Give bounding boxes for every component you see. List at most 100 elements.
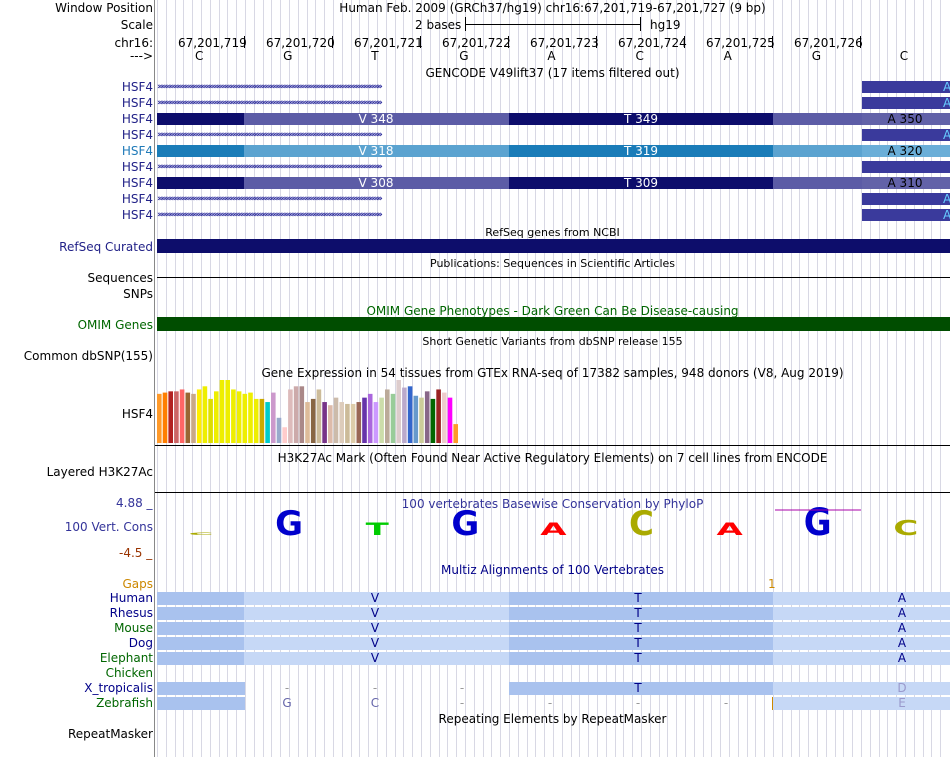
gtex-tissue-bar[interactable] xyxy=(276,417,282,443)
gtex-tissue-bar[interactable] xyxy=(367,393,373,443)
alignment-block[interactable] xyxy=(509,652,773,665)
gencode-transcript[interactable]: ››››››››››››››››››››››››››››››››››››››››… xyxy=(157,81,950,93)
gtex-tissue-bar[interactable] xyxy=(413,395,419,443)
gtex-tissue-bar[interactable] xyxy=(436,389,441,443)
alignment-block[interactable] xyxy=(244,607,509,620)
alignment-block[interactable] xyxy=(773,622,950,635)
gencode-transcript[interactable]: ››››››››››››››››››››››››››››››››››››››››… xyxy=(157,193,950,205)
omim-gene-bar[interactable] xyxy=(157,317,950,331)
alignment-block[interactable] xyxy=(509,622,773,635)
gtex-tissue-bar[interactable] xyxy=(322,402,327,443)
codon-block[interactable] xyxy=(773,113,862,125)
gtex-tissue-bar[interactable] xyxy=(345,403,350,443)
alignment-block[interactable] xyxy=(509,592,773,605)
gtex-tissue-bar[interactable] xyxy=(236,391,242,443)
codon-block[interactable] xyxy=(157,113,244,125)
gtex-tissue-bar[interactable] xyxy=(305,402,310,443)
alignment-block[interactable] xyxy=(773,637,950,650)
alignment-block[interactable] xyxy=(509,607,773,620)
gtex-tissue-bar[interactable] xyxy=(453,424,458,443)
gtex-tissue-bar[interactable] xyxy=(293,386,299,443)
gencode-row-label[interactable]: HSF4 xyxy=(121,96,153,110)
gencode-row-label[interactable]: HSF4 xyxy=(121,144,153,158)
omim-label[interactable]: OMIM Genes xyxy=(77,318,153,332)
gtex-tissue-bar[interactable] xyxy=(191,393,196,443)
gtex-tissue-bar[interactable] xyxy=(208,398,213,443)
gencode-transcript[interactable]: ››››››››››››››››››››››››››››››››››››››››… xyxy=(157,209,950,221)
gtex-tissue-bar[interactable] xyxy=(259,398,265,443)
exon-block[interactable] xyxy=(862,129,950,141)
gtex-tissue-bar[interactable] xyxy=(356,402,362,443)
exon-block[interactable] xyxy=(862,161,950,173)
gencode-row-label[interactable]: HSF4 xyxy=(121,112,153,126)
gtex-tissue-bar[interactable] xyxy=(390,393,396,443)
gtex-title[interactable]: Gene Expression in 54 tissues from GTEx … xyxy=(261,366,844,380)
alignment-block[interactable] xyxy=(157,652,244,665)
h3k27ac-title[interactable]: H3K27Ac Mark (Often Found Near Active Re… xyxy=(277,451,828,465)
snps-label[interactable]: SNPs xyxy=(123,287,153,301)
refseq-gene-bar[interactable] xyxy=(157,239,950,253)
gtex-tissue-bar[interactable] xyxy=(447,397,453,443)
gtex-tissue-bar[interactable] xyxy=(162,392,168,443)
gtex-tissue-bar[interactable] xyxy=(288,389,293,443)
multiz-species-label[interactable]: Mouse xyxy=(114,621,153,635)
publications-label[interactable]: Sequences xyxy=(87,271,153,285)
exon-block[interactable] xyxy=(862,97,950,109)
gtex-tissue-bar[interactable] xyxy=(362,397,367,443)
gtex-tissue-bar[interactable] xyxy=(430,398,436,443)
gencode-transcript[interactable]: ››››››››››››››››››››››››››››››››››››››››… xyxy=(157,161,950,173)
multiz-species-label[interactable]: Rhesus xyxy=(109,606,153,620)
codon-block[interactable] xyxy=(157,177,244,189)
gtex-tissue-bar[interactable] xyxy=(242,393,248,443)
alignment-block[interactable] xyxy=(157,637,244,650)
alignment-block[interactable] xyxy=(157,592,244,605)
gtex-bar-chart[interactable] xyxy=(157,380,557,444)
multiz-species-label[interactable]: Chicken xyxy=(105,666,153,680)
gencode-transcript[interactable]: ››››››››››››››››››››››››››››››››››››››››… xyxy=(157,97,950,109)
gtex-tissue-bar[interactable] xyxy=(179,389,185,443)
alignment-block[interactable] xyxy=(157,622,244,635)
gtex-tissue-bar[interactable] xyxy=(185,392,191,443)
gtex-label[interactable]: HSF4 xyxy=(121,407,153,421)
gtex-tissue-bar[interactable] xyxy=(174,391,179,443)
gencode-row-label[interactable]: HSF4 xyxy=(121,208,153,222)
gencode-row-label[interactable]: HSF4 xyxy=(121,192,153,206)
repeatmasker-label[interactable]: RepeatMasker xyxy=(67,727,153,741)
codon-block[interactable] xyxy=(773,145,862,157)
codon-block[interactable] xyxy=(157,145,244,157)
gtex-tissue-bar[interactable] xyxy=(442,392,447,443)
gencode-transcript[interactable]: V 308 T 309 A 310 xyxy=(157,177,950,189)
multiz-species-label[interactable]: Dog xyxy=(128,636,153,650)
multiz-species-label[interactable]: Zebrafish xyxy=(96,696,153,710)
refseq-title[interactable]: RefSeq genes from NCBI xyxy=(485,226,620,239)
gencode-title[interactable]: GENCODE V49lift37 (17 items filtered out… xyxy=(425,66,680,80)
refseq-label[interactable]: RefSeq Curated xyxy=(59,240,153,254)
gtex-tissue-bar[interactable] xyxy=(339,402,344,443)
phylop-title[interactable]: 100 vertebrates Basewise Conservation by… xyxy=(401,497,704,511)
gencode-row-label[interactable]: HSF4 xyxy=(121,176,153,190)
alignment-block[interactable] xyxy=(244,637,509,650)
gtex-tissue-bar[interactable] xyxy=(299,386,305,443)
publications-title[interactable]: Publications: Sequences in Scientific Ar… xyxy=(430,257,675,270)
alignment-block[interactable] xyxy=(509,682,773,695)
gencode-transcript[interactable]: ››››››››››››››››››››››››››››››››››››››››… xyxy=(157,129,950,141)
repeatmasker-title[interactable]: Repeating Elements by RepeatMasker xyxy=(438,712,667,726)
gaps-label[interactable]: Gaps xyxy=(122,577,153,591)
codon-block[interactable] xyxy=(862,145,950,157)
codon-block[interactable] xyxy=(244,145,509,157)
gencode-transcript[interactable]: V 348 T 349 A 350 xyxy=(157,113,950,125)
alignment-block[interactable] xyxy=(773,697,950,710)
gtex-tissue-bar[interactable] xyxy=(271,392,276,443)
gtex-tissue-bar[interactable] xyxy=(396,380,401,443)
gtex-tissue-bar[interactable] xyxy=(316,389,322,443)
alignment-block[interactable] xyxy=(157,682,245,695)
gtex-tissue-bar[interactable] xyxy=(225,380,230,443)
multiz-title[interactable]: Multiz Alignments of 100 Vertebrates xyxy=(440,563,665,577)
codon-block[interactable] xyxy=(244,113,509,125)
alignment-block[interactable] xyxy=(773,592,950,605)
gtex-tissue-bar[interactable] xyxy=(231,389,236,443)
multiz-species-label[interactable]: X_tropicalis xyxy=(84,681,153,695)
gtex-tissue-bar[interactable] xyxy=(328,405,333,443)
phylop-label[interactable]: 100 Vert. Cons xyxy=(64,520,153,534)
